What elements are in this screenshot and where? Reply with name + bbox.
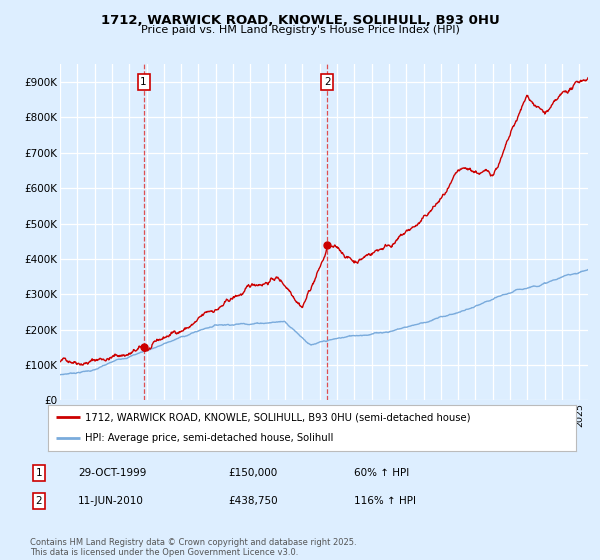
Text: 1: 1 (35, 468, 43, 478)
Text: 2: 2 (35, 496, 43, 506)
Text: 11-JUN-2010: 11-JUN-2010 (78, 496, 144, 506)
Text: 116% ↑ HPI: 116% ↑ HPI (354, 496, 416, 506)
Text: £150,000: £150,000 (228, 468, 277, 478)
Text: 29-OCT-1999: 29-OCT-1999 (78, 468, 146, 478)
Text: 1: 1 (140, 77, 147, 87)
Text: 1712, WARWICK ROAD, KNOWLE, SOLIHULL, B93 0HU: 1712, WARWICK ROAD, KNOWLE, SOLIHULL, B9… (101, 14, 499, 27)
Text: Contains HM Land Registry data © Crown copyright and database right 2025.
This d: Contains HM Land Registry data © Crown c… (30, 538, 356, 557)
Text: HPI: Average price, semi-detached house, Solihull: HPI: Average price, semi-detached house,… (85, 433, 334, 444)
Text: 60% ↑ HPI: 60% ↑ HPI (354, 468, 409, 478)
Text: 2: 2 (324, 77, 331, 87)
Text: 1712, WARWICK ROAD, KNOWLE, SOLIHULL, B93 0HU (semi-detached house): 1712, WARWICK ROAD, KNOWLE, SOLIHULL, B9… (85, 412, 470, 422)
Text: £438,750: £438,750 (228, 496, 278, 506)
Text: Price paid vs. HM Land Registry's House Price Index (HPI): Price paid vs. HM Land Registry's House … (140, 25, 460, 35)
